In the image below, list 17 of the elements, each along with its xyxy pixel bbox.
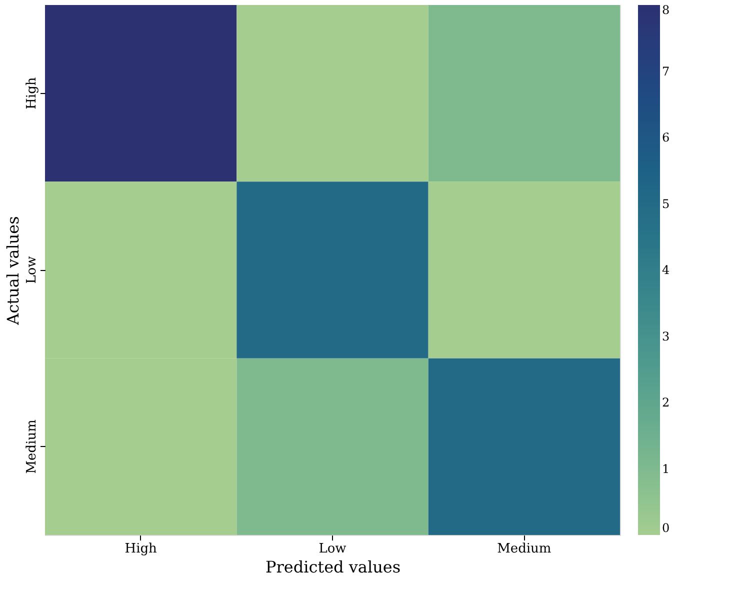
y-tick-label: Medium xyxy=(24,420,40,474)
color-bar-label: 5 xyxy=(662,196,670,211)
color-bar-label: 0 xyxy=(662,521,670,535)
y-tick-label: High xyxy=(24,76,40,110)
x-tick-label: High xyxy=(124,542,158,556)
color-bar-label: 3 xyxy=(662,329,670,344)
x-axis-title: Predicted values xyxy=(265,558,401,576)
color-bar-label: 2 xyxy=(662,396,670,410)
color-bar-label: 4 xyxy=(662,263,670,277)
color-bar-label: 1 xyxy=(662,462,670,476)
y-tick-label: Low xyxy=(24,256,40,284)
color-bar-label: 7 xyxy=(662,64,670,78)
color-bar-label: 8 xyxy=(662,3,670,17)
x-tick-label: Low xyxy=(318,542,346,556)
y-axis-title: Actual values xyxy=(4,216,22,326)
color-bar-label: 6 xyxy=(662,130,670,144)
x-tick-label: Medium xyxy=(497,542,552,556)
